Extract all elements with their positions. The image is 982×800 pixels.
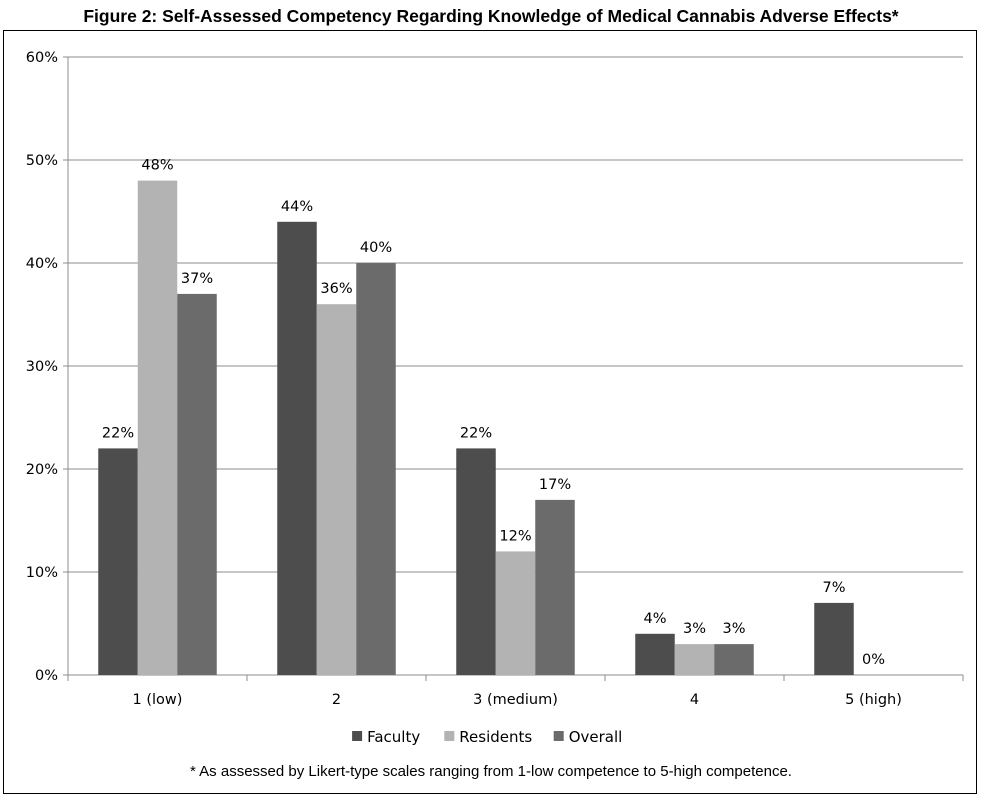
data-label: 36%: [320, 281, 352, 297]
bar-residents: [316, 304, 357, 675]
data-label: 44%: [281, 199, 313, 215]
y-tick-label: 40%: [26, 256, 58, 272]
bar-residents: [495, 551, 536, 675]
data-label: 3%: [722, 621, 745, 637]
legend-swatch-overall: [553, 731, 564, 741]
bar-faculty: [277, 221, 317, 676]
data-label: 48%: [141, 158, 173, 174]
data-label: 22%: [102, 425, 134, 441]
bar-residents: [674, 644, 715, 675]
data-label: 37%: [181, 271, 213, 287]
legend: Faculty Residents Overall: [352, 728, 622, 746]
data-label: 22%: [460, 425, 492, 441]
y-tick-label: 10%: [26, 565, 58, 581]
data-labels: 22% 48% 37% 44% 36% 40% 22% 12% 17% 4% 3% 3% 7% 0%: [102, 158, 885, 668]
data-label: 12%: [499, 528, 531, 544]
data-label: 17%: [539, 477, 571, 493]
axes: 0% 10% 20% 30% 40% 50% 60% 1 (low) 2 3 (medium) 4 5…: [26, 50, 964, 708]
data-label: 0%: [862, 652, 885, 668]
legend-label-faculty: Faculty: [367, 728, 420, 746]
chart-title: Figure 2: Self-Assessed Competency Regar…: [83, 6, 899, 26]
x-tick-label: 1 (low): [133, 692, 183, 708]
legend-swatch-residents: [444, 731, 455, 741]
x-tick-label: 3 (medium): [473, 692, 558, 708]
bar-faculty: [98, 448, 138, 675]
bar-faculty: [814, 602, 854, 675]
y-tick-label: 50%: [26, 153, 58, 169]
bar-faculty: [635, 633, 675, 675]
gridlines: [68, 56, 963, 573]
y-tick-label: 60%: [26, 50, 58, 66]
bar-overall: [177, 293, 217, 675]
footnote: * As assessed by Likert-type scales rang…: [190, 763, 792, 780]
bar-faculty: [456, 448, 496, 675]
x-tick-label: 5 (high): [845, 692, 902, 708]
data-label: 3%: [683, 621, 706, 637]
x-tick-label: 2: [332, 692, 341, 708]
x-tick-label: 4: [690, 692, 699, 708]
data-label: 4%: [643, 611, 666, 627]
bar-residents: [137, 180, 178, 675]
data-label: 7%: [822, 580, 845, 596]
data-label: 40%: [360, 240, 392, 256]
y-tick-label: 30%: [26, 359, 58, 375]
legend-swatch-faculty: [352, 731, 363, 741]
bar-overall: [535, 499, 575, 675]
chart-frame: [3, 30, 977, 794]
bar-overall: [356, 263, 396, 675]
bar-overall: [714, 644, 754, 675]
y-tick-label: 0%: [35, 668, 58, 684]
legend-label-overall: Overall: [569, 728, 623, 746]
bars: [98, 180, 854, 676]
legend-label-residents: Residents: [459, 728, 532, 746]
y-tick-label: 20%: [26, 462, 58, 478]
